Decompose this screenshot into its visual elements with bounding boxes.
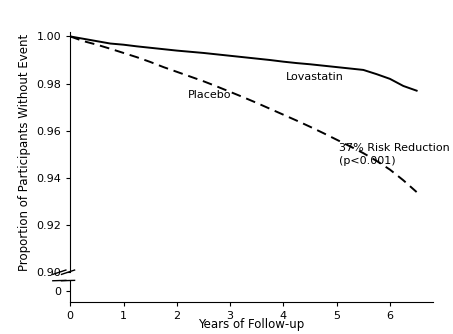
Text: 37% Risk Reduction
(p<0.001): 37% Risk Reduction (p<0.001) xyxy=(339,143,450,166)
Text: Placebo: Placebo xyxy=(188,91,231,101)
Y-axis label: Proportion of Participants Without Event: Proportion of Participants Without Event xyxy=(18,33,31,271)
Text: Lovastatin: Lovastatin xyxy=(286,71,344,81)
Text: Years of Follow-up: Years of Follow-up xyxy=(198,318,304,331)
